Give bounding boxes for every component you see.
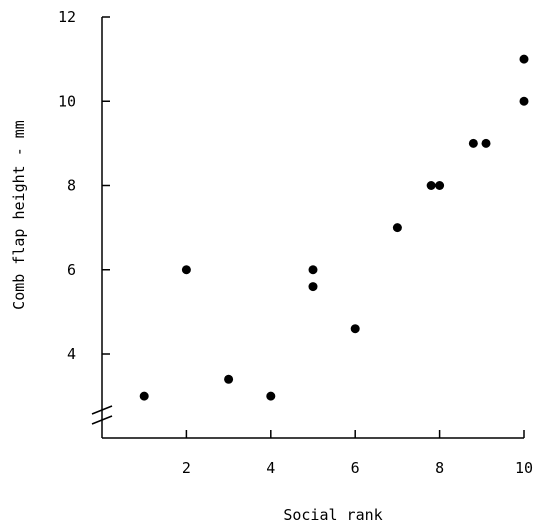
- data-point: [519, 54, 529, 64]
- x-tick-label: 4: [266, 459, 275, 477]
- data-point: [350, 324, 360, 334]
- data-point: [481, 138, 491, 148]
- data-point: [426, 181, 436, 190]
- y-axis-break-mark: [91, 415, 113, 425]
- x-tick-label: 10: [515, 459, 533, 477]
- x-tick-label: 6: [351, 459, 360, 477]
- points-layer: [139, 54, 529, 401]
- y-tick-label: 4: [67, 345, 76, 363]
- data-point: [266, 391, 276, 401]
- data-point: [308, 282, 318, 292]
- y-axis-title: Comb flap height - mm: [10, 120, 28, 310]
- data-point: [139, 391, 149, 401]
- data-point: [468, 138, 478, 148]
- data-point: [519, 96, 529, 106]
- x-axis-title: Social rank: [283, 506, 382, 524]
- axes-layer: 4 6 8 10 12 2 4 6 8 10: [58, 8, 533, 477]
- data-point: [435, 181, 445, 190]
- data-point: [308, 265, 318, 275]
- data-point: [181, 265, 191, 275]
- data-point: [224, 374, 234, 384]
- x-tick-label: 8: [435, 459, 444, 477]
- data-point: [392, 223, 402, 233]
- y-tick-label: 8: [67, 177, 76, 195]
- y-tick-label: 10: [58, 92, 76, 110]
- x-tick-label: 2: [182, 459, 191, 477]
- y-tick-label: 6: [67, 261, 76, 279]
- y-axis-break-mark: [91, 405, 113, 415]
- y-tick-label: 12: [58, 8, 76, 26]
